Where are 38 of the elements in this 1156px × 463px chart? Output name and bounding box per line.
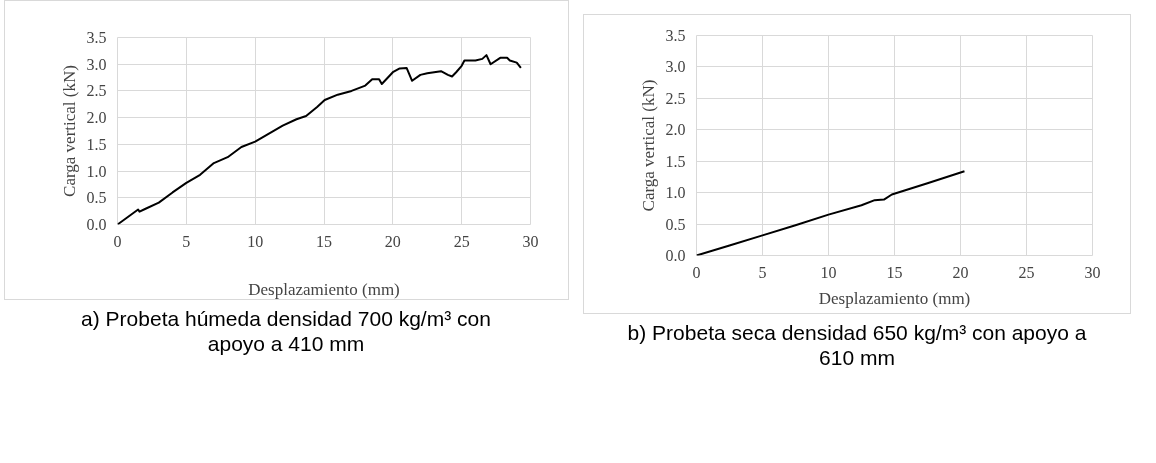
x-tick-label: 25	[453, 232, 470, 250]
line-series	[117, 54, 522, 225]
y-tick-label: 2.5	[86, 82, 107, 100]
x-axis-title: Desplazamiento (mm)	[818, 288, 971, 308]
y-tick-label: 2.0	[86, 109, 107, 127]
x-tick-label: 30	[522, 232, 539, 250]
x-tick-label: 25	[1018, 263, 1035, 281]
x-tick-label: 20	[384, 232, 401, 250]
x-tick-label: 10	[247, 232, 264, 250]
y-tick-label: 1.0	[665, 184, 686, 202]
y-tick-label: 0.0	[665, 247, 686, 264]
y-tick-label: 0.5	[665, 215, 686, 233]
line-series	[696, 170, 966, 256]
x-tick-label: 0	[692, 263, 701, 281]
y-tick-label: 1.5	[665, 152, 686, 170]
y-tick-label: 3.5	[665, 27, 686, 44]
x-tick-label: 20	[952, 263, 969, 281]
y-tick-label: 3.0	[86, 55, 107, 73]
y-tick-label: 1.5	[86, 135, 107, 153]
text: a) Probeta húmeda densidad 700 kg/m³ con apoyo a 410 mm	[80, 306, 492, 357]
y-tick-label: 0.5	[86, 189, 107, 207]
y-tick-label: 0.0	[86, 216, 107, 233]
x-tick-label: 0	[113, 232, 122, 250]
y-tick-label: 1.0	[86, 162, 107, 180]
x-axis-title: Desplazamiento (mm)	[248, 279, 400, 299]
y-tick-label: 3.0	[665, 58, 686, 76]
y-axis-title: Carga vertical (kN)	[638, 79, 658, 212]
x-tick-label: 5	[758, 263, 767, 281]
x-tick-label: 15	[886, 263, 903, 281]
y-tick-label: 2.0	[665, 121, 686, 139]
x-tick-label: 5	[182, 232, 191, 250]
y-tick-label: 3.5	[86, 29, 107, 46]
y-tick-label: 2.5	[665, 89, 686, 107]
x-tick-label: 30	[1084, 263, 1101, 281]
text: b) Probeta seca densidad 650 kg/m³ con apoyo a 610 mm	[626, 320, 1088, 371]
y-axis-title: Carga vertical (kN)	[59, 65, 79, 197]
x-tick-label: 10	[820, 263, 837, 281]
x-tick-label: 15	[316, 232, 332, 250]
